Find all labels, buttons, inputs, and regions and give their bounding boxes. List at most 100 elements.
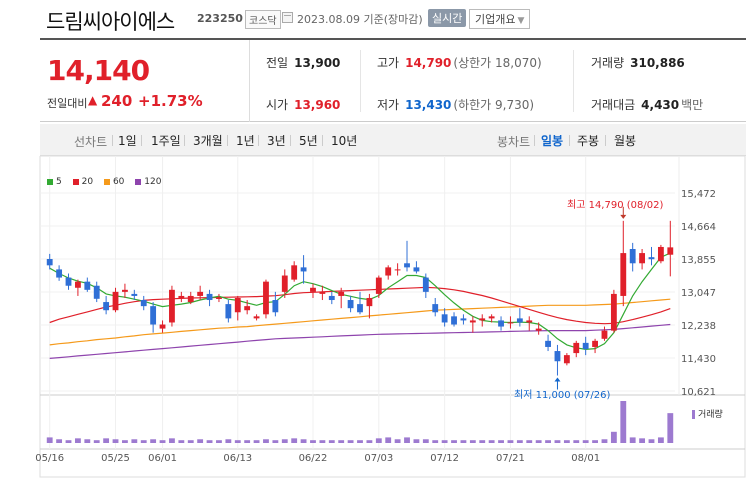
y-tick-label: 13,047: [681, 288, 716, 299]
tab-5year[interactable]: 5년: [299, 134, 318, 148]
tab-3year[interactable]: 3년: [267, 134, 286, 148]
volume-bar: [554, 440, 561, 443]
divider: [290, 135, 291, 146]
legend-swatch: [47, 178, 53, 185]
ma20-line: [49, 286, 671, 325]
volume-legend-label: 거래량: [698, 410, 723, 420]
tab-weekly[interactable]: 주봉: [577, 134, 600, 148]
volume-bar: [310, 440, 316, 443]
legend-ma20-label: 20: [81, 177, 94, 187]
volume-bar: [74, 438, 81, 443]
volume-bar: [93, 440, 100, 443]
volume-bar: [469, 440, 476, 443]
legend-ma60-label: 60: [112, 177, 125, 187]
volume-bar: [535, 440, 542, 443]
x-tick-label: 06/01: [148, 453, 177, 464]
divider: [569, 135, 570, 146]
volume-bar: [197, 439, 204, 443]
volume-bar: [460, 440, 467, 443]
upper-limit: (상한가 18,070): [453, 56, 542, 70]
y-tick-label: 11,430: [681, 354, 716, 365]
prev-close-value: 13,900: [294, 56, 341, 70]
candle-body: [422, 277, 429, 292]
volume-bar: [667, 413, 674, 443]
open-label: 시가: [266, 98, 289, 112]
calendar-icon: [282, 12, 293, 23]
candle-body: [56, 269, 63, 278]
company-overview-dropdown[interactable]: 기업개요 ▼: [469, 9, 531, 29]
amount-value: 4,430: [641, 98, 680, 112]
volume-bar: [394, 439, 401, 443]
volume-bar: [178, 440, 185, 443]
candle-body: [394, 269, 401, 271]
x-tick-label: 07/03: [364, 453, 393, 464]
tab-monthly[interactable]: 월봉: [614, 134, 637, 148]
candle-body: [469, 320, 476, 323]
divider: [184, 135, 185, 146]
low-stat: 저가 13,430 (하한가 9,730): [377, 96, 534, 113]
realtime-button[interactable]: 실시간: [428, 9, 467, 27]
candle-body: [413, 267, 420, 272]
high-stat: 고가 14,790 (상한가 18,070): [377, 54, 542, 71]
volume-bar: [629, 437, 636, 443]
y-tick-label: 13,855: [681, 255, 716, 266]
tab-1week[interactable]: 1주일: [151, 134, 181, 148]
candle-body: [375, 277, 382, 294]
current-price: 14,140: [47, 54, 150, 87]
legend-ma20: 20: [72, 177, 94, 187]
candle-body: [178, 295, 185, 298]
volume-bar: [300, 439, 307, 443]
legend-ma5-label: 5: [56, 177, 62, 187]
low-label: 저가: [377, 98, 400, 112]
legend-swatch: [103, 178, 110, 185]
low-value: 13,430: [405, 98, 452, 112]
high-marker-arrow: [620, 214, 627, 219]
candle-chart-label: 봉차트: [497, 135, 531, 149]
divider: [112, 135, 113, 146]
candle-body: [93, 285, 100, 299]
candle-body: [357, 304, 363, 313]
high-label: 고가: [377, 56, 400, 70]
volume-bar: [150, 439, 157, 443]
tab-3month[interactable]: 3개월: [193, 134, 223, 148]
candle-body: [197, 291, 204, 296]
y-tick-label: 12,238: [681, 321, 716, 332]
divider: [258, 135, 259, 146]
candle-body: [234, 297, 241, 313]
divider: [360, 50, 361, 112]
price-chart[interactable]: 15,472 14,664 13,855 13,047 12,238 11,430 10,6…: [0, 156, 746, 478]
volume-bar: [328, 440, 335, 443]
candle-body: [648, 257, 655, 260]
candle-body: [338, 291, 345, 296]
tab-1day[interactable]: 1일: [118, 134, 137, 148]
candle-body: [206, 293, 213, 301]
volume-bar: [498, 440, 504, 443]
candle-body: [103, 302, 110, 311]
x-tick-label: 05/25: [101, 453, 130, 464]
candle-body: [319, 291, 326, 294]
high-value: 14,790: [405, 56, 452, 70]
candle-body: [140, 300, 147, 307]
candle-body: [187, 295, 194, 303]
tab-10year[interactable]: 10년: [331, 134, 358, 148]
volume-bar: [620, 401, 627, 443]
candle-body: [441, 314, 448, 323]
divider: [573, 50, 574, 112]
amount-unit: 백만: [681, 98, 704, 112]
volume-bar: [187, 440, 194, 443]
candle-body: [347, 300, 354, 309]
volume-bar: [347, 440, 354, 443]
price-summary: 14,140 전일대비 ▲ 240 +1.73% 전일 13,900 고가 14,7…: [40, 38, 746, 122]
chart-frame: [39, 156, 746, 478]
volume-bar: [563, 440, 570, 443]
up-triangle-icon: ▲: [88, 93, 98, 107]
tab-1year[interactable]: 1년: [236, 134, 255, 148]
volume-legend: 거래량: [692, 407, 723, 420]
tab-daily[interactable]: 일봉: [541, 134, 564, 148]
volume-bar: [131, 439, 138, 443]
volume-bar: [103, 438, 110, 443]
volume-bar: [112, 439, 119, 443]
prev-close-stat: 전일 13,900: [266, 54, 340, 71]
candle-body: [601, 330, 608, 339]
volume-bar: [357, 440, 363, 443]
